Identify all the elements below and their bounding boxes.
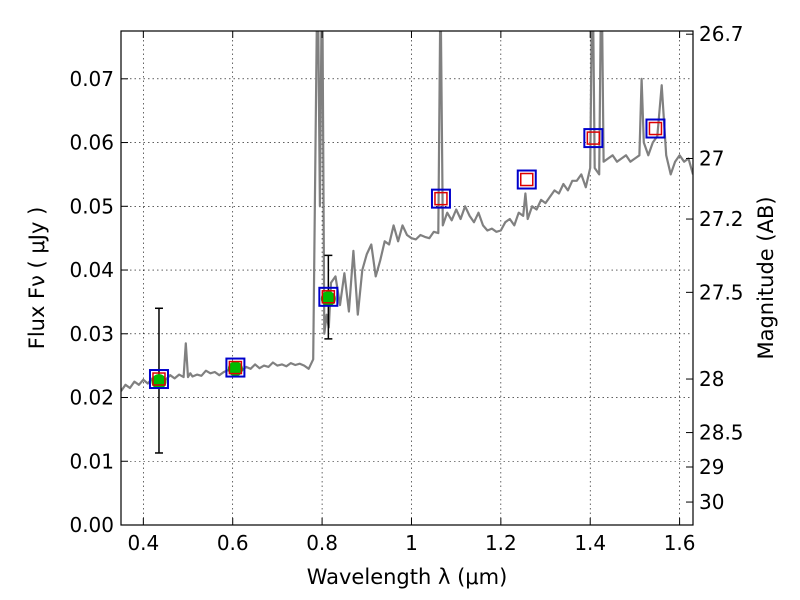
x-tick-label: 0.6 bbox=[217, 531, 249, 555]
model-point-inner bbox=[228, 360, 243, 375]
plot-background bbox=[121, 31, 693, 525]
error-bars bbox=[148, 118, 666, 454]
mag-tick-label: 28 bbox=[699, 367, 724, 391]
model-point-inner bbox=[152, 372, 166, 386]
y-tick-label: 0.05 bbox=[69, 194, 114, 218]
y-tick-label: 0.06 bbox=[69, 131, 114, 155]
mag-tick-label: 30 bbox=[699, 490, 724, 514]
model-point-outer bbox=[318, 286, 339, 307]
axes: 0.4 0.6 0.8 1 1.2 1.4 1.6 0.00 0.01 0.02 0.03 0.04 0… bbox=[69, 22, 743, 555]
y2-axis-label: Magnitude (AB) bbox=[754, 196, 778, 359]
model-point-outer bbox=[583, 128, 604, 149]
x-tick-label: 0.4 bbox=[127, 531, 159, 555]
model-point-outer bbox=[430, 188, 451, 209]
mag-tick-label: 27.2 bbox=[699, 207, 744, 231]
model-point-outer bbox=[645, 118, 666, 139]
x-tick-label: 1.6 bbox=[664, 531, 696, 555]
model-point-outer bbox=[225, 357, 246, 378]
data-layer bbox=[121, 31, 693, 392]
x-tick-label: 1 bbox=[405, 531, 418, 555]
model-point-inner bbox=[434, 191, 448, 206]
spectrum-line bbox=[121, 31, 693, 392]
mag-tick-label: 27 bbox=[699, 146, 724, 170]
x-tick-label: 1.4 bbox=[574, 531, 606, 555]
y-tick-label: 0.07 bbox=[69, 67, 114, 91]
mag-tick-label: 26.7 bbox=[699, 22, 744, 46]
x-tick-label: 0.8 bbox=[306, 531, 338, 555]
observed-point bbox=[227, 361, 243, 377]
mag-tick-label: 27.5 bbox=[699, 280, 744, 304]
model-point-inner bbox=[321, 290, 336, 304]
y-tick-label: 0.00 bbox=[69, 513, 114, 537]
model-point-inner bbox=[520, 172, 534, 187]
model-point-inner bbox=[586, 131, 601, 145]
y-tick-label: 0.03 bbox=[69, 322, 114, 346]
y-tick-label: 0.04 bbox=[69, 258, 114, 282]
y-tick-label: 0.02 bbox=[69, 386, 114, 410]
model-point-outer bbox=[148, 369, 169, 390]
y-tick-label: 0.01 bbox=[69, 449, 114, 473]
x-tick-label: 1.2 bbox=[485, 531, 517, 555]
model-point-outer bbox=[516, 169, 537, 190]
y-axis-label: Flux Fν ( μJy ) bbox=[25, 207, 49, 350]
mag-tick-label: 28.5 bbox=[699, 421, 744, 445]
model-point-inner bbox=[648, 121, 663, 136]
mag-tick-label: 29 bbox=[699, 455, 724, 479]
x-axis-label: Wavelength λ (μm) bbox=[307, 565, 508, 589]
plot-frame bbox=[120, 30, 694, 526]
